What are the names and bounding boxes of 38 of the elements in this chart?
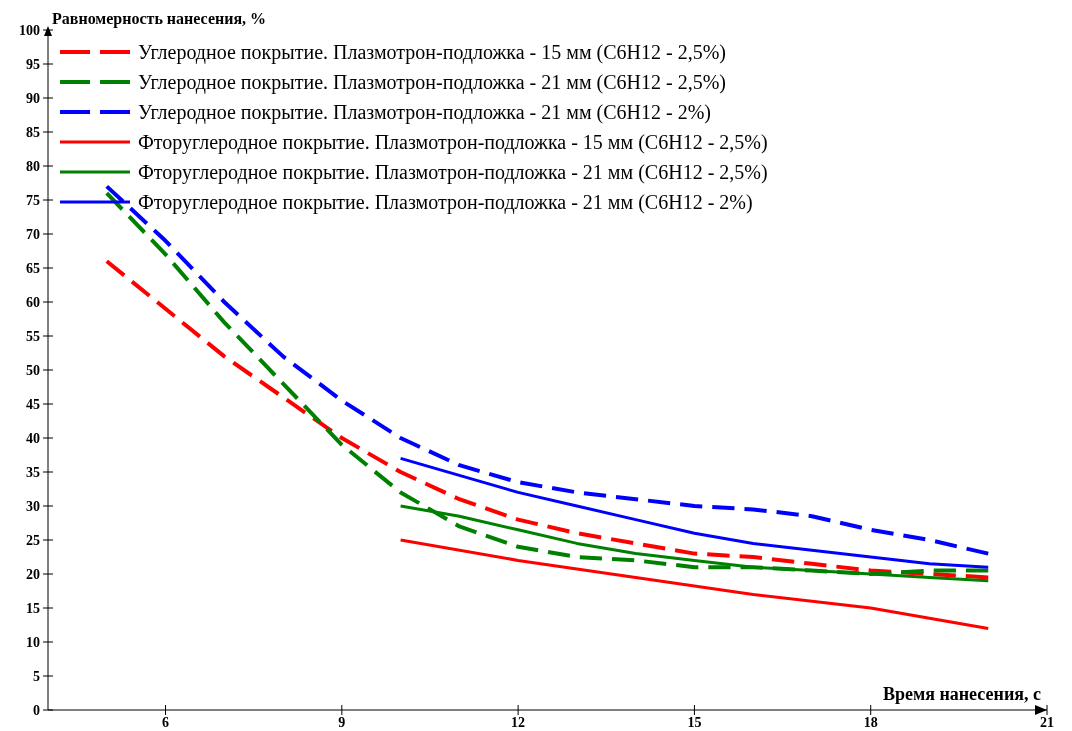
- legend-label: Фторуглеродное покрытие. Плазмотрон-подложка - 15 мм (С6Н12 - 2,5%): [138, 131, 768, 154]
- y-tick-label: 100: [19, 23, 40, 38]
- y-tick-label: 65: [26, 261, 40, 276]
- y-tick-label: 60: [26, 295, 40, 310]
- legend-label: Углеродное покрытие. Плазмотрон-подложка - 15 мм (С6Н12 - 2,5%): [138, 41, 726, 64]
- y-tick-label: 75: [26, 193, 40, 208]
- y-tick-label: 35: [26, 465, 40, 480]
- x-tick-label: 15: [687, 715, 702, 730]
- legend-label: Углеродное покрытие. Плазмотрон-подложка - 21 мм (С6Н12 - 2%): [138, 101, 711, 124]
- y-tick-label: 40: [26, 431, 40, 446]
- y-tick-label: 30: [26, 499, 40, 514]
- y-tick-label: 80: [26, 159, 40, 174]
- y-axis-title: Равномерность нанесения, %: [52, 10, 267, 28]
- y-tick-label: 5: [33, 669, 40, 684]
- y-tick-label: 20: [26, 567, 40, 582]
- y-tick-label: 0: [33, 703, 40, 718]
- line-series: [399, 456, 990, 569]
- line-series: [399, 538, 990, 630]
- x-tick-label: 9: [338, 715, 346, 730]
- legend-label: Фторуглеродное покрытие. Плазмотрон-подложка - 21 мм (С6Н12 - 2,5%): [138, 161, 768, 184]
- y-tick-label: 50: [26, 363, 40, 378]
- line-series: [104, 259, 991, 580]
- x-tick-label: 21: [1040, 715, 1054, 730]
- x-axis-title: Время нанесения, с: [882, 684, 1042, 704]
- legend-label: Углеродное покрытие. Плазмотрон-подложка - 21 мм (С6Н12 - 2,5%): [138, 71, 726, 94]
- y-tick-label: 10: [26, 635, 40, 650]
- y-tick-label: 45: [26, 397, 40, 412]
- y-tick-label: 15: [26, 601, 40, 616]
- y-tick-label: 95: [26, 57, 40, 72]
- x-tick-label: 6: [162, 715, 170, 730]
- x-tick-label: 18: [863, 715, 878, 730]
- x-tick-label: 12: [511, 715, 526, 730]
- legend-label: Фторуглеродное покрытие. Плазмотрон-подложка - 21 мм (С6Н12 - 2%): [138, 191, 753, 214]
- y-tick-label: 70: [26, 227, 40, 242]
- y-tick-label: 25: [26, 533, 40, 548]
- y-tick-label: 55: [26, 329, 40, 344]
- y-tick-label: 85: [26, 125, 40, 140]
- y-tick-label: 90: [26, 91, 40, 106]
